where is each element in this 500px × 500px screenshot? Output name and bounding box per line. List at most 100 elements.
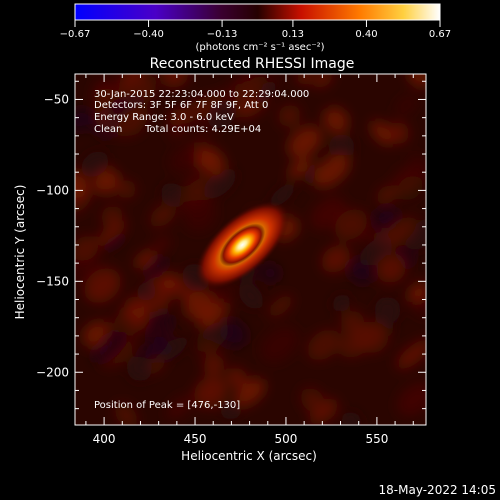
texture-blob (387, 121, 409, 144)
y-tick-label: −150 (36, 274, 69, 288)
texture-blob (92, 331, 128, 363)
x-axis-ticks (85, 74, 414, 425)
texture-blob (102, 231, 125, 252)
chart-title: Reconstructed RHESSI Image (150, 56, 355, 72)
texture-blob (139, 334, 169, 361)
texture-blob (397, 339, 426, 370)
texture-blob (397, 382, 426, 416)
image-area (75, 74, 426, 425)
annotation-time-range: 30-Jan-2015 22:23:04.000 to 22:29:04.000 (94, 89, 309, 100)
peak-position-label: Position of Peak = [476,-130] (94, 400, 240, 411)
texture-blob (153, 235, 171, 252)
texture-blob (309, 398, 338, 425)
texture-blob (207, 100, 237, 129)
annotation-total-counts: Total counts: 4.29E+04 (144, 124, 261, 135)
y-axis-ticks (75, 80, 426, 410)
x-axis-label: Heliocentric X (arcsec) (181, 449, 317, 463)
texture-blob (323, 107, 349, 134)
annotation-method: Clean (94, 124, 122, 135)
x-tick-label: 450 (184, 432, 207, 446)
x-tick-label: 400 (93, 432, 116, 446)
y-tick-label: −200 (36, 365, 69, 379)
texture-blob (197, 147, 225, 176)
texture-blob (408, 282, 426, 303)
colorbar-tick-label: −0.40 (133, 29, 164, 40)
y-tick-label: −50 (44, 92, 69, 106)
colorbar-tick-labels: −0.67 −0.40 −0.13 0.13 0.40 0.67 (60, 29, 451, 40)
texture-blob (328, 134, 355, 161)
texture-blob (117, 180, 137, 199)
texture-blob (268, 295, 294, 317)
texture-blob (179, 97, 209, 124)
texture-blob (226, 367, 247, 389)
texture-blob (307, 329, 341, 361)
y-axis-tick-labels: −50 −100 −150 −200 (36, 92, 69, 379)
texture-blob (395, 95, 417, 116)
texture-blob (374, 296, 401, 324)
colorbar-tick-label: 0.13 (282, 29, 304, 40)
texture-blob (114, 402, 138, 425)
texture-blob (75, 107, 93, 132)
colorbar-tick-label: −0.13 (207, 29, 238, 40)
texture-blob (288, 158, 311, 178)
texture-blob (260, 263, 281, 283)
texture-blob (96, 220, 127, 247)
colorbar-unit-label: (photons cm⁻² s⁻¹ asec⁻²) (195, 42, 324, 53)
flare-source (219, 223, 266, 267)
texture-blob (321, 245, 350, 273)
texture-blob (166, 395, 194, 419)
texture-blob (220, 399, 242, 420)
annotation-energy-range: Energy Range: 3.0 - 6.0 keV (94, 112, 234, 123)
colorbar-tick-label: 0.67 (429, 29, 451, 40)
texture-blob (197, 338, 222, 365)
texture-blob (149, 203, 177, 228)
texture-blob (194, 376, 228, 408)
texture-blob (101, 205, 123, 227)
texture-blob (123, 297, 150, 324)
texture-blob (341, 411, 362, 425)
texture-blob (114, 105, 149, 137)
texture-blob (161, 273, 179, 290)
texture-blob (296, 74, 313, 85)
texture-blob (144, 314, 174, 341)
plot-frame (74, 73, 427, 426)
texture-blob (238, 282, 264, 310)
y-tick-label: −100 (36, 183, 69, 197)
texture-blob (252, 81, 277, 104)
colorbar-ticks (74, 20, 441, 27)
texture-blob (268, 183, 296, 208)
x-tick-label: 550 (365, 432, 388, 446)
texture-blob (332, 294, 351, 313)
annotation-detectors: Detectors: 3F 5F 6F 7F 8F 9F, Att 0 (94, 100, 268, 111)
texture-blob (137, 282, 156, 302)
texture-blob (203, 168, 237, 199)
texture-blob (339, 326, 374, 358)
texture-blob (169, 145, 198, 173)
texture-blob (75, 235, 99, 262)
texture-blob (160, 182, 186, 208)
texture-blob (126, 356, 152, 382)
texture-blob (198, 301, 229, 329)
texture-blob (288, 126, 322, 158)
footer-timestamp: 18-May-2022 14:05 (379, 483, 496, 497)
texture-blob (134, 249, 156, 269)
y-axis-label: Heliocentric Y (arcsec) (13, 185, 27, 320)
texture-blob (81, 151, 109, 178)
texture-blob (183, 199, 217, 232)
texture-blob (233, 74, 264, 99)
texture-blob (84, 268, 121, 304)
texture-blob (334, 209, 368, 241)
texture-blob (370, 120, 394, 145)
texture-blob (94, 88, 115, 108)
x-axis-tick-labels: 400 450 500 550 (93, 432, 389, 446)
texture-blob (310, 196, 346, 230)
texture-blob (376, 254, 406, 283)
texture-blob (300, 387, 325, 413)
colorbar-tick-label: −0.67 (60, 29, 91, 40)
texture-blob (382, 216, 417, 248)
texture-blob (313, 154, 350, 188)
texture-blob (75, 171, 89, 199)
x-tick-label: 500 (275, 432, 298, 446)
texture-blob (167, 119, 188, 139)
image-texture (75, 74, 426, 425)
